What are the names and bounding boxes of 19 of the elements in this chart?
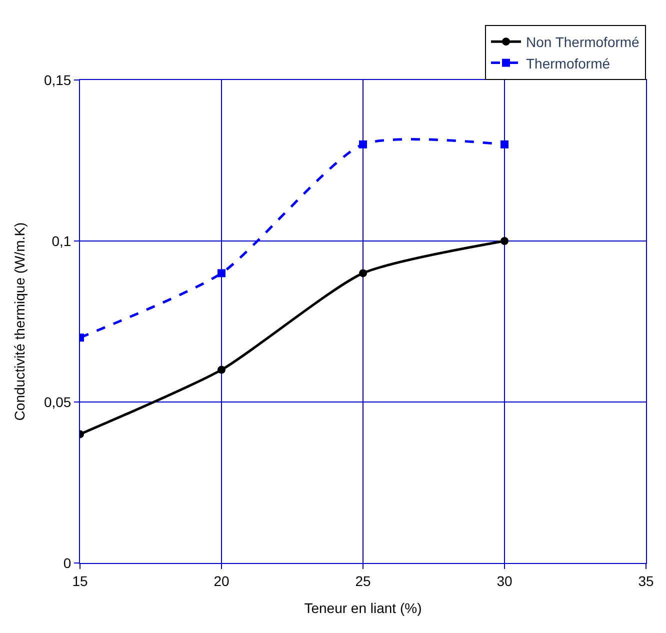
point bbox=[500, 140, 508, 148]
point bbox=[218, 366, 226, 374]
y-tick-label: 0,1 bbox=[52, 232, 72, 249]
y-tick-label: 0 bbox=[63, 554, 72, 571]
point bbox=[359, 140, 367, 148]
legend-label: Non Thermoformé bbox=[526, 34, 640, 50]
x-tick-label: 20 bbox=[214, 572, 230, 589]
x-tick-label: 15 bbox=[72, 572, 88, 589]
point bbox=[218, 269, 226, 278]
legend-label: Thermoformé bbox=[526, 55, 610, 72]
x-axis-title: Teneur en liant (%) bbox=[304, 600, 422, 616]
y-tick-label: 0,05 bbox=[44, 394, 72, 410]
x-tick-label: 30 bbox=[496, 572, 512, 589]
point bbox=[500, 237, 508, 245]
x-tick-label: 35 bbox=[638, 572, 654, 589]
y-axis-title: Conductivité thermique (W/m.K) bbox=[12, 222, 28, 421]
point bbox=[359, 269, 367, 278]
x-tick-label: 25 bbox=[355, 572, 371, 589]
y-tick-label: 0,15 bbox=[44, 72, 72, 88]
